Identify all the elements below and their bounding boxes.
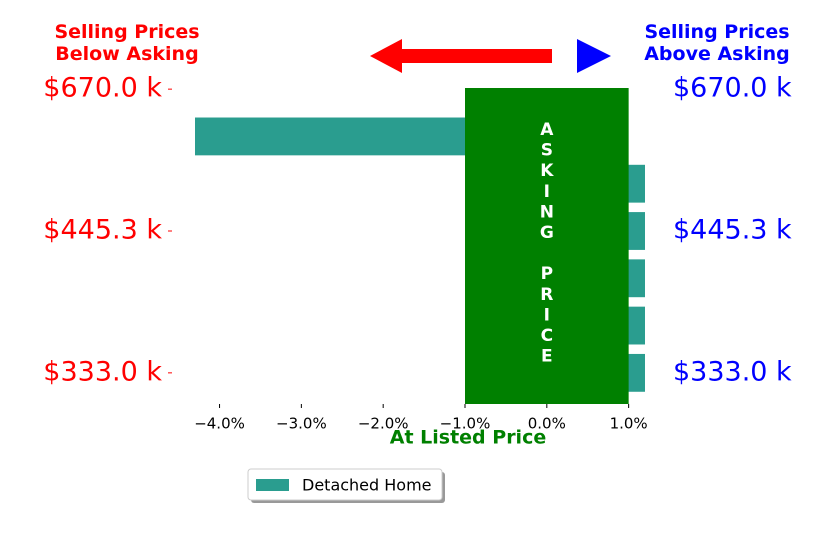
y-tick-label-right: $445.3 k	[673, 215, 792, 246]
side-title: Selling Prices Below Asking	[54, 21, 199, 65]
y-tick-label-right: $670.0 k	[673, 73, 792, 104]
y-tick-label: $670.0 k	[43, 73, 162, 104]
y-tick-label-right: $333.0 k	[673, 356, 792, 387]
x-tick-label: −2.0%	[358, 415, 409, 433]
right-arrow	[577, 39, 611, 73]
x-axis-label: At Listed Price	[390, 427, 546, 449]
left-arrow	[370, 39, 552, 73]
legend-label: Detached Home	[302, 476, 432, 495]
y-tick-label: $333.0 k	[43, 356, 162, 387]
asking-price-band	[465, 88, 629, 404]
x-tick-label: −4.0%	[194, 415, 245, 433]
x-tick-label: −1.0%	[440, 415, 491, 433]
legend-swatch	[256, 479, 289, 491]
side-title: Selling Prices Above Asking	[644, 21, 790, 65]
legend-box	[247, 468, 443, 501]
x-tick-label: 1.0%	[610, 415, 648, 433]
x-tick-label: −3.0%	[276, 415, 327, 433]
x-tick-label: 0.0%	[528, 415, 566, 433]
y-tick-label: $445.3 k	[43, 215, 162, 246]
